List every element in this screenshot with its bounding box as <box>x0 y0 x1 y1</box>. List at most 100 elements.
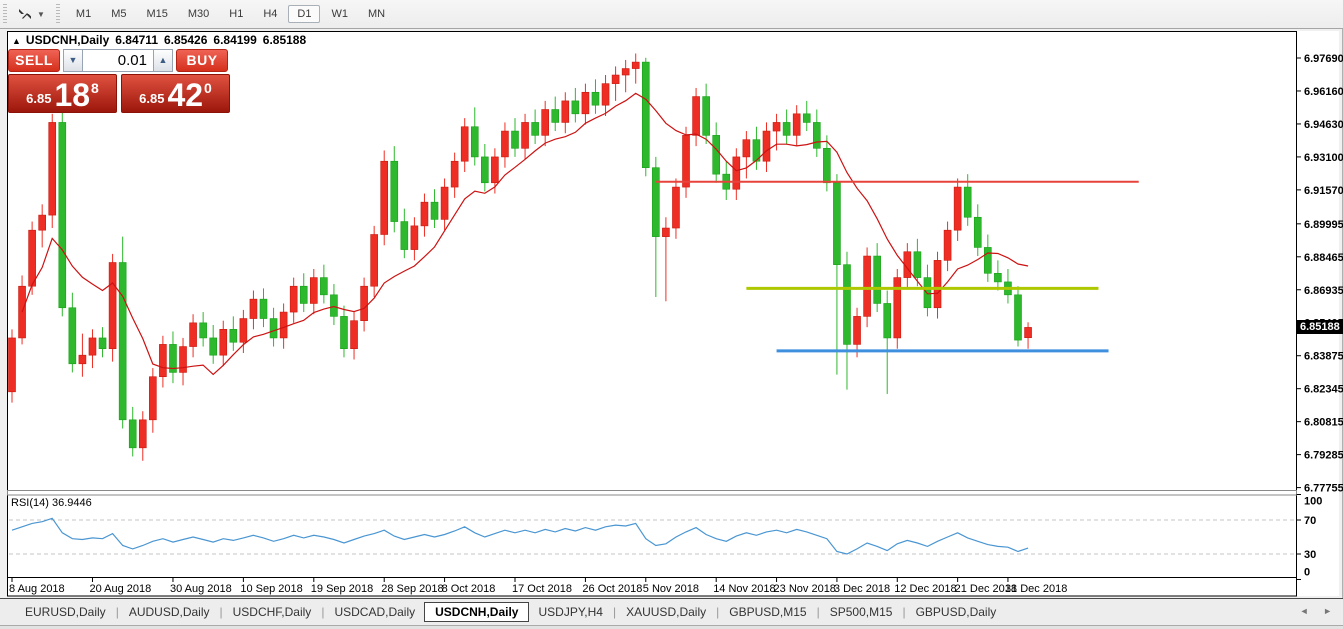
svg-text:6.88465: 6.88465 <box>1304 252 1343 264</box>
sell-button[interactable]: SELL <box>8 49 60 72</box>
ohlc-close: 6.85188 <box>262 33 307 47</box>
buy-price-main: 42 <box>167 77 204 113</box>
dropdown-caret-icon: ▼ <box>37 9 45 19</box>
buy-button[interactable]: BUY <box>176 49 228 72</box>
svg-text:20 Aug 2018: 20 Aug 2018 <box>89 583 151 595</box>
toolbar-grip-icon[interactable] <box>3 4 7 24</box>
rsi-level-lines <box>9 519 1295 555</box>
svg-text:100: 100 <box>1304 496 1322 508</box>
svg-text:10 Sep 2018: 10 Sep 2018 <box>240 583 302 595</box>
moving-average-line <box>21 92 1029 376</box>
toolbar-grip-icon[interactable] <box>55 4 60 24</box>
timeframe-buttons: M1 M5 M15 M30 H1 H4 D1 W1 MN <box>66 5 395 23</box>
sell-price-sup: 8 <box>91 80 99 96</box>
buy-price-box[interactable]: 6.85 42 0 <box>121 74 230 113</box>
tab-separator: | <box>902 605 906 619</box>
svg-text:6.89995: 6.89995 <box>1304 219 1343 231</box>
svg-text:6.94630: 6.94630 <box>1304 119 1343 131</box>
timeframe-button-h4[interactable]: H4 <box>263 8 278 20</box>
chart-tab-sp500-m15[interactable]: SP500,M15 <box>829 605 893 619</box>
chart-tab-usdcad-daily[interactable]: USDCAD,Daily <box>334 605 416 619</box>
status-strip <box>0 625 1343 629</box>
pane-splitter[interactable] <box>7 490 1297 496</box>
svg-text:8 Oct 2018: 8 Oct 2018 <box>442 583 496 595</box>
svg-text:6.91570: 6.91570 <box>1304 185 1343 197</box>
one-click-trading-panel: SELL ▼ ▲ BUY 6.85 18 8 6.85 42 0 <box>8 49 230 113</box>
price-axis[interactable]: 6.97690 6.96160 6.94630 6.93100 6.91570 6.899… <box>1296 53 1343 495</box>
timeframe-button-m15[interactable]: M15 <box>146 8 168 20</box>
chart-tab-usdcnh-daily[interactable]: USDCNH,Daily <box>424 602 530 622</box>
lot-increase-button[interactable]: ▲ <box>153 49 173 72</box>
svg-text:12 Dec 2018: 12 Dec 2018 <box>894 583 956 595</box>
collapse-triangle-icon[interactable]: ▲ <box>12 36 21 46</box>
svg-text:70: 70 <box>1304 515 1316 527</box>
sell-price-box[interactable]: 6.85 18 8 <box>8 74 117 113</box>
tab-nav-right-icon[interactable]: ► <box>1323 606 1332 616</box>
timeframe-button-m30[interactable]: M30 <box>187 8 210 20</box>
svg-text:17 Oct 2018: 17 Oct 2018 <box>512 583 572 595</box>
svg-text:30: 30 <box>1304 549 1316 561</box>
symbol-title: USDCNH,Daily <box>25 33 110 47</box>
svg-text:8 Aug 2018: 8 Aug 2018 <box>9 583 65 595</box>
rsi-line <box>11 517 1029 555</box>
chart-tab-gbpusd-m15[interactable]: GBPUSD,M15 <box>729 605 807 619</box>
ohlc-open: 6.84711 <box>115 33 158 47</box>
svg-text:30 Aug 2018: 30 Aug 2018 <box>170 583 232 595</box>
svg-text:6.82345: 6.82345 <box>1304 384 1343 396</box>
ohlc-high: 6.85426 <box>164 33 208 47</box>
date-axis[interactable]: 8 Aug 2018 20 Aug 2018 30 Aug 2018 10 Sep 2… <box>9 577 1067 596</box>
buy-price-prefix: 6.85 <box>139 91 165 106</box>
svg-text:5 Nov 2018: 5 Nov 2018 <box>643 583 699 595</box>
trade-arrows-icon <box>19 9 31 19</box>
svg-text:6.77755: 6.77755 <box>1304 483 1343 495</box>
timeframe-button-d1[interactable]: D1 <box>288 5 321 23</box>
timeframe-toolbar: ▼ M1 M5 M15 M30 H1 H4 D1 W1 MN <box>0 0 1343 29</box>
chart-tool-button[interactable]: ▼ <box>13 5 49 23</box>
svg-text:3 Dec 2018: 3 Dec 2018 <box>834 583 890 595</box>
chart-tab-gbpusd-daily[interactable]: GBPUSD,Daily <box>915 605 997 619</box>
tab-separator: | <box>115 605 119 619</box>
rsi-indicator-label: RSI(14) 36.9446 <box>11 497 92 509</box>
chart-tab-eurusd-daily[interactable]: EURUSD,Daily <box>25 605 106 619</box>
svg-text:31 Dec 2018: 31 Dec 2018 <box>1005 583 1067 595</box>
svg-text:6.93100: 6.93100 <box>1304 152 1343 164</box>
svg-text:6.96160: 6.96160 <box>1304 86 1343 98</box>
svg-text:6.83875: 6.83875 <box>1304 351 1343 363</box>
candles-layer <box>8 53 1032 461</box>
lot-input[interactable] <box>83 49 153 72</box>
svg-text:21 Dec 2018: 21 Dec 2018 <box>955 583 1017 595</box>
svg-text:26 Oct 2018: 26 Oct 2018 <box>582 583 642 595</box>
tab-separator: | <box>716 605 720 619</box>
buy-price-sup: 0 <box>204 80 212 96</box>
svg-text:6.79285: 6.79285 <box>1304 450 1343 462</box>
chart-tab-usdchf-daily[interactable]: USDCHF,Daily <box>232 605 312 619</box>
svg-text:14 Nov 2018: 14 Nov 2018 <box>713 583 775 595</box>
timeframe-button-mn[interactable]: MN <box>367 8 386 20</box>
tab-separator: | <box>612 605 617 619</box>
timeframe-button-h1[interactable]: H1 <box>229 8 244 20</box>
ohlc-low: 6.84199 <box>213 33 257 47</box>
timeframe-button-m1[interactable]: M1 <box>75 8 92 20</box>
sell-price-main: 18 <box>54 77 91 113</box>
svg-text:28 Sep 2018: 28 Sep 2018 <box>381 583 443 595</box>
sell-price-prefix: 6.85 <box>26 91 52 106</box>
chart-tab-bar: EURUSD,Daily | AUDUSD,Daily | USDCHF,Daily | U… <box>0 598 1343 625</box>
tab-separator: | <box>816 605 820 619</box>
svg-text:23 Nov 2018: 23 Nov 2018 <box>774 583 836 595</box>
chart-title: ▲ USDCNH,Daily 6.84711 6.85426 6.84199 6.8518… <box>12 33 306 47</box>
tab-navigation: ◄ ► <box>1288 606 1332 616</box>
tab-nav-left-icon[interactable]: ◄ <box>1299 606 1309 616</box>
rsi-scale: 100 70 30 0 <box>1296 494 1322 580</box>
timeframe-button-m5[interactable]: M5 <box>111 8 127 20</box>
svg-text:6.97690: 6.97690 <box>1304 53 1343 65</box>
svg-text:6.80815: 6.80815 <box>1304 417 1343 429</box>
timeframe-button-w1[interactable]: W1 <box>331 8 348 20</box>
lot-decrease-button[interactable]: ▼ <box>63 49 83 72</box>
current-price-tag: 6.85188 <box>1297 320 1343 334</box>
tab-separator: | <box>321 605 325 619</box>
chart-tab-usdjpy-h4[interactable]: USDJPY,H4 <box>538 605 603 619</box>
chart-tab-audusd-daily[interactable]: AUDUSD,Daily <box>128 605 210 619</box>
chart-tab-xauusd-daily[interactable]: XAUUSD,Daily <box>626 605 707 619</box>
